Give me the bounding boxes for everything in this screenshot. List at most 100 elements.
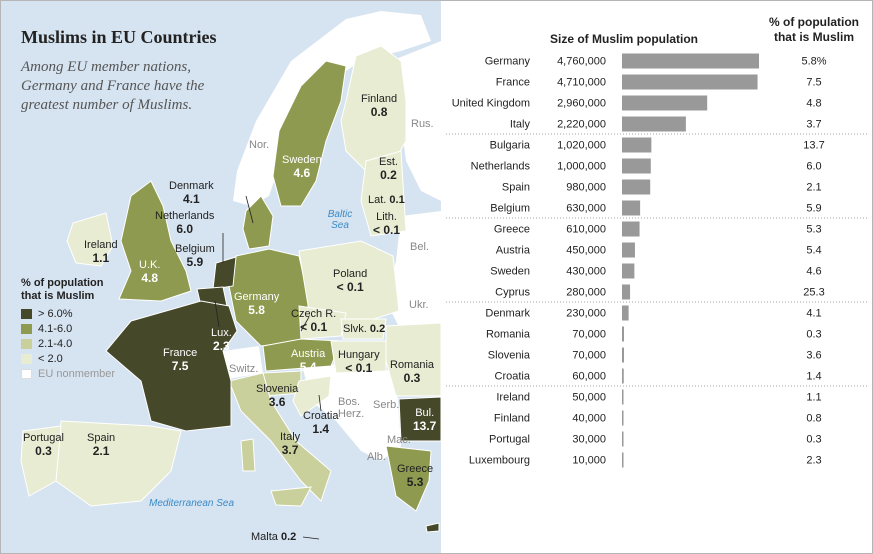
map-panel: Muslims in EU Countries Among EU member … — [1, 1, 441, 553]
denmark-shape — [242, 195, 274, 250]
lux-leader — [214, 300, 220, 328]
population-label: 630,000 — [566, 203, 606, 215]
percent-label: 2.3 — [806, 455, 821, 467]
country-label: Spain — [502, 182, 530, 194]
population-bar — [622, 410, 624, 426]
label-serbia: Serb. — [373, 399, 400, 411]
france-shape — [105, 300, 238, 432]
label-belgium: Belgium 5.9 — [175, 243, 215, 269]
croatia-shape — [292, 375, 332, 417]
size-header: Size of Muslim population — [550, 32, 698, 46]
switzerland-shape — [223, 346, 263, 379]
percent-label: 0.3 — [806, 329, 821, 341]
label-finland: Finland 0.8 — [361, 93, 398, 119]
country-label: Denmark — [485, 308, 530, 320]
label-switzerland: Switz. — [229, 363, 259, 375]
percent-label: 7.5 — [806, 77, 821, 89]
page-title: Muslims in EU Countries — [21, 27, 217, 47]
label-mediterranean-sea: Mediterranean Sea — [149, 498, 235, 509]
country-label: United Kingdom — [452, 98, 530, 110]
population-bar — [622, 368, 624, 384]
percent-label: 3.7 — [806, 119, 821, 131]
country-label: Austria — [496, 245, 531, 257]
croatia-leader — [318, 394, 322, 412]
population-bar — [622, 137, 652, 153]
country-label: Slovenia — [488, 350, 531, 362]
population-bar — [622, 452, 624, 468]
population-bar — [622, 200, 641, 216]
population-label: 430,000 — [566, 266, 606, 278]
label-uk: U.K. 4.8 — [139, 259, 161, 285]
country-label: Croatia — [495, 371, 531, 383]
label-sweden: Sweden 4.6 — [282, 154, 322, 180]
population-bar — [622, 305, 629, 321]
population-label: 60,000 — [572, 371, 606, 383]
label-croatia: Croatia 1.4 — [303, 410, 339, 436]
hungary-shape — [330, 340, 387, 374]
label-france: France 7.5 — [163, 347, 198, 373]
sardinia-shape — [240, 438, 256, 472]
country-label: Greece — [494, 224, 530, 236]
label-luxembourg: Lux. 2.3 — [211, 327, 232, 353]
population-bar — [622, 347, 625, 363]
percent-label: 2.1 — [806, 182, 821, 194]
label-latvia: Lat. 0.1 — [368, 194, 405, 206]
baltics-shape — [360, 150, 407, 237]
population-label: 280,000 — [566, 287, 606, 299]
label-malta: Malta 0.2 — [251, 531, 297, 543]
label-macedonia: Mac. — [387, 434, 411, 446]
label-norway: Nor. — [249, 139, 270, 151]
percent-label: 5.4 — [806, 245, 821, 257]
percent-label: 1.4 — [806, 371, 821, 383]
percent-label: 13.7 — [803, 140, 824, 152]
label-spain: Spain 2.1 — [87, 432, 116, 458]
country-label: Romania — [486, 329, 531, 341]
population-label: 10,000 — [572, 455, 606, 467]
population-bar — [622, 158, 651, 174]
population-label: 70,000 — [572, 350, 606, 362]
label-bulgaria: Bul. 13.7 — [413, 407, 437, 433]
bar-chart-panel: Size of Muslim population % of population… — [442, 1, 872, 553]
population-label: 4,710,000 — [557, 77, 606, 89]
legend-item: 2.1-4.0 — [21, 336, 115, 351]
label-denmark: Denmark 4.1 — [169, 180, 214, 206]
population-bar — [622, 284, 631, 300]
legend-title-line1: % of population — [21, 277, 104, 289]
population-label: 40,000 — [572, 413, 606, 425]
population-bar — [622, 74, 758, 90]
legend-item: < 2.0 — [21, 351, 115, 366]
population-bar — [622, 242, 635, 258]
label-belarus: Bel. — [410, 241, 429, 253]
population-bar — [622, 263, 635, 279]
legend-swatch — [21, 338, 32, 349]
country-label: Italy — [510, 119, 531, 131]
map-legend: % of population that is Muslim > 6.0% 4.… — [21, 277, 115, 381]
netherlands-shape — [212, 256, 237, 290]
percent-label: 0.8 — [806, 413, 821, 425]
country-label: Luxembourg — [469, 455, 530, 467]
population-label: 1,020,000 — [557, 140, 606, 152]
population-label: 30,000 — [572, 434, 606, 446]
population-bar — [622, 53, 759, 69]
population-bar — [622, 221, 640, 237]
legend-swatch — [21, 368, 32, 379]
population-label: 50,000 — [572, 392, 606, 404]
label-bosnia: Bos. Herz. — [338, 396, 365, 420]
denmark-leader — [245, 195, 254, 224]
label-estonia: Est. 0.2 — [379, 156, 398, 182]
spain-shape — [55, 420, 182, 507]
label-hungary: Hungary < 0.1 — [338, 349, 380, 375]
population-label: 2,960,000 — [557, 98, 606, 110]
population-bar — [622, 116, 686, 132]
page-subtitle: Among EU member nations, Germany and Fra… — [21, 59, 205, 113]
country-label: Germany — [485, 56, 531, 68]
label-italy: Italy 3.7 — [280, 431, 301, 457]
population-label: 4,760,000 — [557, 56, 606, 68]
percent-label: 4.1 — [806, 308, 821, 320]
label-slovakia: Slvk. 0.2 — [343, 323, 386, 335]
slovakia-shape — [340, 318, 387, 340]
bulgaria-shape — [398, 396, 441, 442]
pct-header-line2: that is Muslim — [774, 30, 854, 44]
ireland-shape — [66, 212, 114, 267]
cyprus-marker — [425, 522, 440, 533]
